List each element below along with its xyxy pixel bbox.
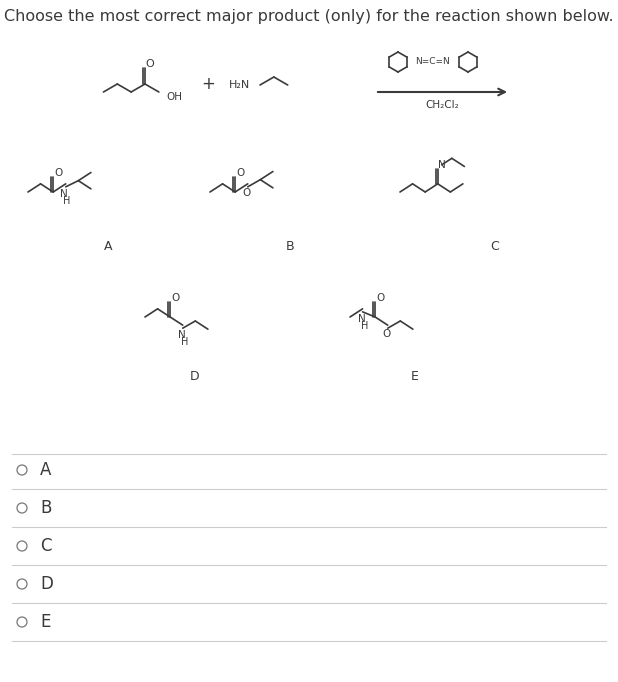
Text: +: + [201,75,215,93]
Text: E: E [411,370,419,383]
Text: N: N [358,314,365,324]
Text: H₂N: H₂N [229,80,251,90]
Text: O: O [383,329,391,339]
Text: H: H [361,321,368,331]
Text: N: N [178,330,185,340]
Text: A: A [104,241,112,254]
Text: E: E [40,613,51,631]
Text: N: N [60,189,67,199]
Text: C: C [491,241,499,254]
Text: N: N [438,160,446,170]
Text: CH₂Cl₂: CH₂Cl₂ [425,100,459,110]
Text: O: O [243,188,251,198]
Text: OH: OH [167,92,183,102]
Text: D: D [40,575,53,593]
Text: B: B [286,241,294,254]
Text: O: O [146,59,154,69]
Text: Choose the most correct major product (only) for the reaction shown below.: Choose the most correct major product (o… [4,10,614,25]
Text: B: B [40,499,51,517]
Text: C: C [40,537,51,555]
Text: O: O [376,293,384,303]
Text: N=C=N: N=C=N [416,57,451,67]
Text: O: O [54,168,62,178]
Text: H: H [63,196,70,206]
Text: D: D [190,370,200,383]
Text: A: A [40,461,51,479]
Text: O: O [236,168,244,178]
Text: O: O [171,293,179,303]
Text: H: H [181,337,188,347]
